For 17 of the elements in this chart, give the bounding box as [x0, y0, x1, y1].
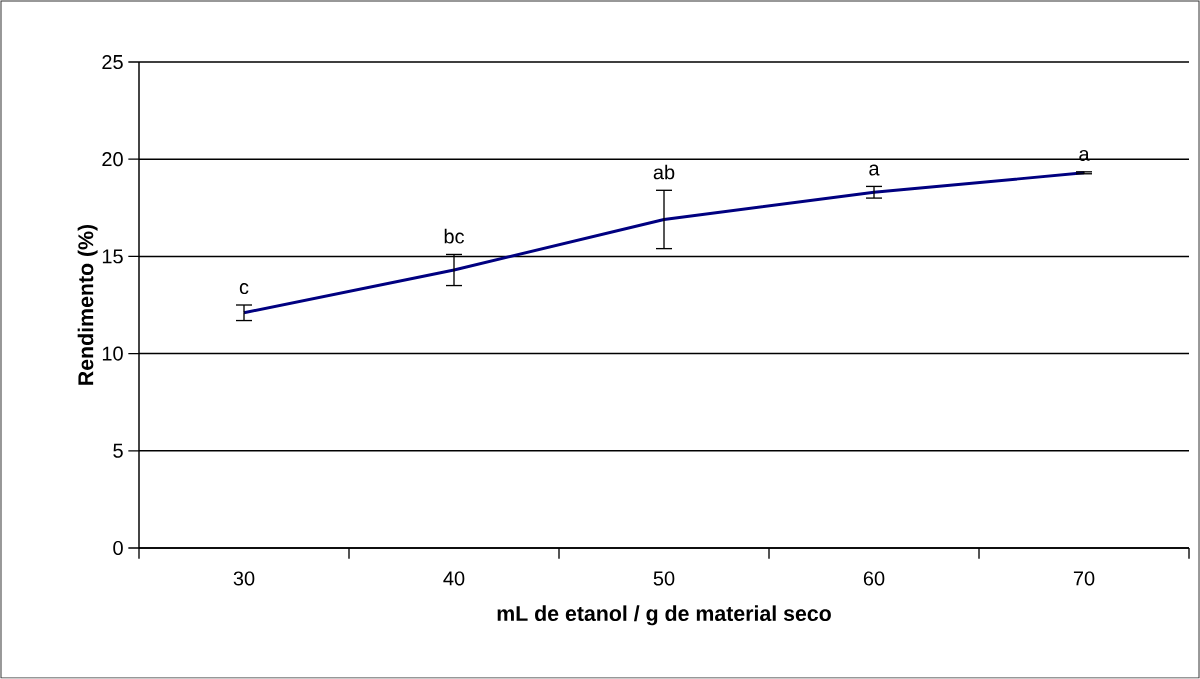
y-tick-label: 10 — [102, 346, 123, 361]
x-tick-label: 30 — [233, 571, 255, 586]
x-tick-label: 40 — [443, 571, 465, 586]
x-tick-label: 50 — [653, 571, 675, 586]
x-axis-title: mL de etanol / g de material seco — [497, 605, 831, 626]
y-tick-label: 0 — [113, 540, 123, 556]
y-tick-label: 20 — [102, 152, 123, 167]
y-axis-title: Rendimento (%) — [77, 224, 98, 385]
y-tick-label: 25 — [102, 54, 123, 70]
annotation: ab — [653, 164, 675, 180]
x-tick-label: 70 — [1073, 571, 1095, 586]
annotation: bc — [444, 228, 465, 244]
annotation: c — [239, 283, 249, 295]
x-tick-label: 60 — [863, 571, 885, 586]
annotation: a — [869, 164, 880, 176]
y-tick-label: 5 — [113, 443, 123, 458]
y-tick-label: 15 — [102, 249, 123, 264]
